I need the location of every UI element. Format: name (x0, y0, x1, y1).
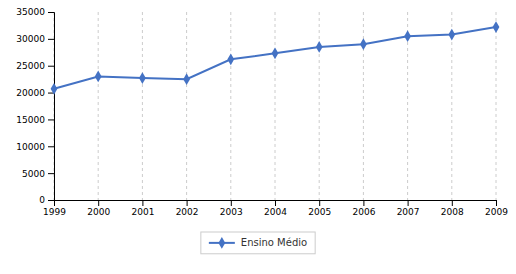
chart: 1999 2000 2001 2002 2003 2004 2005 2006 2007 2008… (0, 0, 516, 274)
point (316, 41, 323, 53)
tick: 2003 (220, 200, 243, 217)
tick-label: 10000 (16, 142, 45, 152)
legend: Ensino Médio (201, 232, 315, 254)
y-axis: 0 5000 10000 15000 20000 25000 30000 35000 (16, 7, 54, 205)
tick-label: 2006 (352, 207, 375, 217)
tick-label: 0 (39, 195, 45, 205)
tick: 2007 (397, 200, 420, 217)
tick-mark (48, 39, 54, 40)
point (183, 73, 190, 85)
point (95, 71, 102, 83)
legend-label: Ensino Médio (241, 237, 307, 248)
point (272, 47, 279, 59)
tick: 15000 (16, 115, 54, 125)
tick-mark (98, 200, 99, 206)
tick-label: 1999 (43, 207, 66, 217)
legend-marker (218, 237, 225, 249)
tick-mark (48, 173, 54, 174)
grid-line (186, 12, 187, 200)
tick: 2004 (264, 200, 287, 217)
tick-label: 2000 (87, 207, 110, 217)
tick-mark (231, 200, 232, 206)
tick: 2006 (352, 200, 375, 217)
point (51, 83, 58, 95)
tick-mark (363, 200, 364, 206)
tick-label: 2008 (441, 207, 464, 217)
tick: 5000 (22, 169, 54, 179)
grid-line (319, 12, 320, 200)
point (139, 72, 146, 84)
marks (51, 21, 500, 95)
tick-label: 2003 (220, 207, 243, 217)
tick-label: 2009 (485, 207, 508, 217)
grid-line (142, 12, 143, 200)
tick-label: 2004 (264, 207, 287, 217)
tick: 0 (39, 195, 54, 205)
tick: 2001 (131, 200, 154, 217)
tick: 20000 (16, 88, 54, 98)
axis-line (48, 13, 55, 201)
point (227, 53, 234, 65)
plot: 1999 2000 2001 2002 2003 2004 2005 2006 2007 2008… (16, 7, 508, 217)
x-axis: 1999 2000 2001 2002 2003 2004 2005 2006 2007 2008… (43, 200, 508, 217)
tick-mark (48, 200, 54, 201)
tick-label: 2002 (176, 207, 199, 217)
tick-label: 2007 (397, 207, 420, 217)
tick-label: 30000 (16, 34, 45, 44)
tick-mark (48, 66, 54, 67)
point (404, 30, 411, 42)
tick-mark (142, 200, 143, 206)
tick: 2009 (485, 200, 508, 217)
tick-mark (187, 200, 188, 206)
tick: 10000 (16, 142, 54, 152)
legend-box (201, 232, 315, 254)
tick-label: 2005 (308, 207, 331, 217)
tick-mark (452, 200, 453, 206)
tick-label: 20000 (16, 88, 45, 98)
axis-line (55, 201, 497, 207)
series-line (54, 27, 496, 89)
tick-label: 5000 (22, 169, 45, 179)
tick: 35000 (16, 7, 54, 17)
tick-label: 35000 (16, 7, 45, 17)
grid (54, 12, 496, 200)
tick-mark (275, 200, 276, 206)
grid-line (275, 12, 276, 200)
legend-item: Ensino Médio (209, 237, 307, 249)
grid-line (98, 12, 99, 200)
tick-mark (48, 119, 54, 120)
tick-mark (319, 200, 320, 206)
point (493, 21, 500, 33)
point (360, 38, 367, 50)
tick-mark (48, 12, 54, 13)
grid-line (496, 12, 497, 200)
tick: 1999 (43, 200, 66, 217)
tick: 2005 (308, 200, 331, 217)
tick: 25000 (16, 61, 54, 71)
grid-line (230, 12, 231, 200)
tick: 2008 (441, 200, 464, 217)
tick-label: 2001 (131, 207, 154, 217)
tick-mark (496, 200, 497, 206)
tick-mark (408, 200, 409, 206)
point (448, 29, 455, 41)
tick-mark (48, 146, 54, 147)
tick: 2000 (87, 200, 110, 217)
tick-label: 15000 (16, 115, 45, 125)
tick-label: 25000 (16, 61, 45, 71)
tick: 30000 (16, 34, 54, 44)
tick: 2002 (176, 200, 199, 217)
